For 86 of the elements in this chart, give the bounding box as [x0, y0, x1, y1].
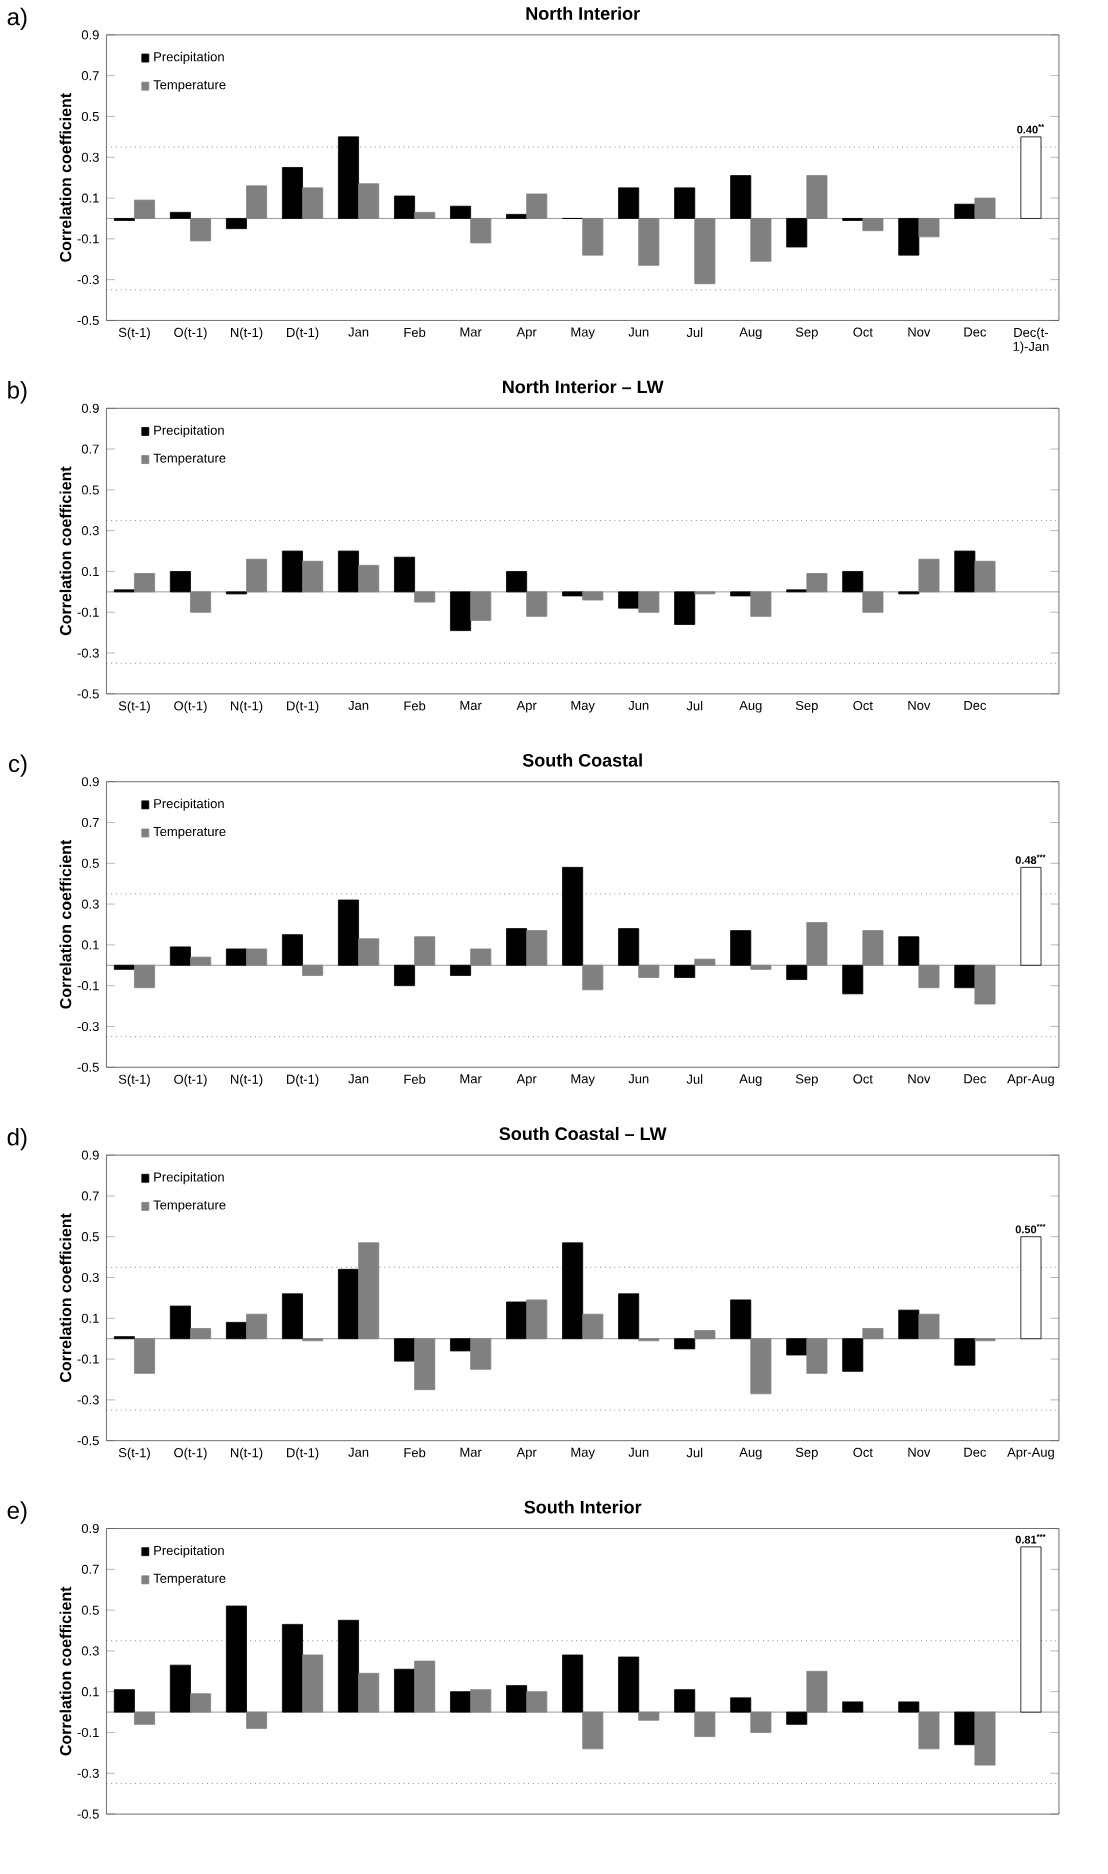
text: d)	[7, 1127, 27, 1151]
bar	[785, 1338, 807, 1356]
bar	[505, 213, 527, 219]
bar	[393, 195, 415, 219]
bar	[281, 1293, 303, 1340]
bar	[841, 571, 863, 593]
bar	[225, 1321, 247, 1340]
text: b)	[7, 381, 27, 404]
bar	[729, 930, 751, 966]
bar	[505, 1685, 527, 1713]
bar	[337, 1619, 359, 1713]
bar	[169, 1664, 191, 1713]
chart-title: North Interior	[526, 6, 640, 20]
bar	[393, 964, 415, 987]
bar	[953, 964, 975, 989]
bar	[953, 203, 975, 219]
bar	[729, 1697, 751, 1713]
bar	[673, 964, 695, 978]
bar	[449, 1338, 471, 1352]
bar	[281, 550, 303, 593]
chart-title: North Interior – LW	[502, 380, 664, 394]
bar	[337, 1268, 359, 1340]
text: c)	[8, 754, 27, 777]
chart-title: South Interior	[523, 1500, 641, 1514]
bar	[169, 1305, 191, 1340]
bar	[505, 928, 527, 966]
bar	[449, 1691, 471, 1713]
bar	[673, 187, 695, 219]
bar	[1020, 136, 1042, 219]
bar	[1020, 1236, 1042, 1340]
bar	[505, 571, 527, 593]
bar	[113, 964, 135, 970]
chart-title: South Coastal	[522, 753, 642, 767]
bar	[617, 1293, 639, 1340]
bar	[785, 964, 807, 980]
bar	[673, 591, 695, 625]
bar	[449, 964, 471, 976]
bar	[225, 1605, 247, 1713]
bar	[281, 167, 303, 219]
bar	[785, 1711, 807, 1725]
bar	[729, 175, 751, 219]
bar	[897, 1701, 919, 1713]
chart-title: South Coastal – LW	[498, 1126, 667, 1141]
bar	[225, 948, 247, 966]
bar	[673, 1689, 695, 1713]
bar	[1020, 866, 1042, 966]
bar	[953, 1711, 975, 1746]
bar	[113, 1689, 135, 1713]
bar	[169, 571, 191, 593]
bar	[673, 1338, 695, 1350]
bar	[561, 1654, 583, 1713]
bar	[169, 211, 191, 219]
bar	[561, 1242, 583, 1340]
text: a)	[7, 7, 27, 30]
bar	[617, 591, 639, 609]
bar	[785, 218, 807, 248]
bar	[897, 1309, 919, 1340]
bar	[281, 934, 303, 966]
bar	[393, 556, 415, 593]
bar	[449, 591, 471, 632]
bar	[393, 1668, 415, 1713]
bar	[841, 1338, 863, 1372]
bar	[337, 899, 359, 966]
bar	[617, 187, 639, 219]
text: e)	[7, 1501, 27, 1524]
bar	[897, 218, 919, 256]
bar	[841, 964, 863, 995]
bar	[617, 1656, 639, 1713]
bar	[897, 936, 919, 966]
bar	[505, 1301, 527, 1340]
bar	[561, 866, 583, 966]
bar	[393, 1338, 415, 1362]
bar	[337, 550, 359, 593]
bar	[225, 218, 247, 230]
bar	[449, 205, 471, 219]
bar	[169, 946, 191, 966]
bar	[1020, 1546, 1042, 1713]
bar	[337, 136, 359, 219]
bar	[841, 1701, 863, 1713]
bar	[953, 1338, 975, 1366]
bar	[281, 1623, 303, 1713]
bar	[729, 591, 751, 597]
bar	[617, 928, 639, 966]
bar	[561, 591, 583, 597]
bar	[953, 550, 975, 593]
bar	[729, 1299, 751, 1340]
